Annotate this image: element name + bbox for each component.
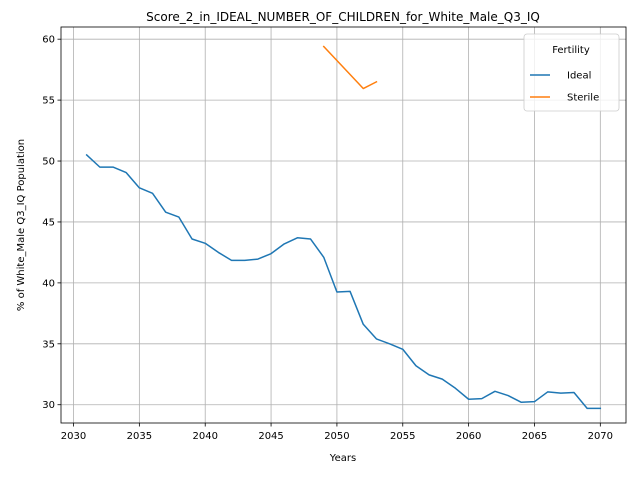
x-axis: 2030 2035 2040 2045 2050 2055 2060 2065 2070 — [61, 423, 613, 442]
x-tick-label: 2055 — [390, 431, 415, 442]
x-tick-label: 2035 — [127, 431, 152, 442]
y-tick-label: 35 — [42, 339, 55, 350]
plot-frame — [60, 26, 627, 424]
y-tick-label: 50 — [42, 157, 55, 168]
x-tick-label: 2060 — [456, 431, 481, 442]
y-tick-label: 40 — [42, 278, 55, 289]
legend-title: Fertility — [552, 45, 590, 56]
x-tick-label: 2030 — [61, 431, 86, 442]
x-tick-label: 2070 — [588, 431, 613, 442]
legend-entries: Ideal Sterile — [530, 71, 599, 104]
chart-title: Score_2_in_IDEAL_NUMBER_OF_CHILDREN_for_… — [146, 10, 540, 24]
series-lines — [85, 45, 602, 410]
x-tick-label: 2045 — [258, 431, 283, 442]
x-tick-label: 2050 — [324, 431, 349, 442]
y-axis: 30 35 40 45 50 55 60 — [42, 35, 61, 411]
series-line-sterile — [322, 45, 378, 90]
y-axis-label: % of White_Male Q3_IQ Population — [16, 139, 27, 311]
legend: Fertility Ideal Sterile — [523, 33, 620, 112]
legend-label-sterile: Sterile — [567, 93, 599, 104]
x-axis-label: Years — [329, 453, 356, 464]
y-tick-label: 45 — [42, 217, 55, 228]
x-tick-label: 2065 — [522, 431, 547, 442]
y-tick-label: 30 — [42, 400, 55, 411]
x-tick-label: 2040 — [192, 431, 217, 442]
y-tick-label: 60 — [42, 35, 55, 46]
series-line-ideal — [85, 153, 602, 410]
legend-label-ideal: Ideal — [567, 71, 591, 82]
y-tick-label: 55 — [42, 96, 55, 107]
legend-box — [523, 33, 620, 112]
